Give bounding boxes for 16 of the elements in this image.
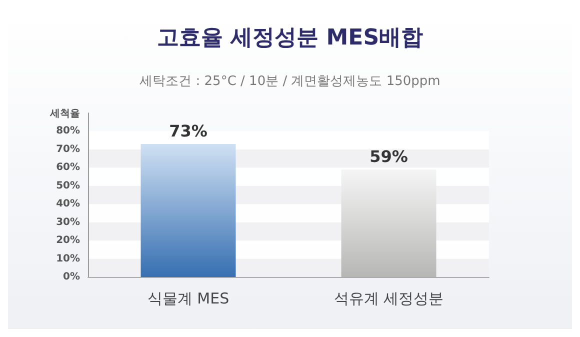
y-tick-label: 70% (56, 144, 80, 155)
x-tick-label: 석유계 세정성분 (334, 290, 444, 308)
y-tick-label: 30% (56, 216, 80, 228)
y-tick-label: 40% (56, 198, 80, 210)
y-tick-label: 10% (56, 253, 80, 264)
data-label: 59% (370, 146, 408, 166)
chart-subtitle: 세탁조건 : 25°C / 10분 / 계면활성제농도 150ppm (140, 74, 440, 89)
y-tick-label: 60% (56, 162, 80, 174)
y-axis-title: 세척율 (49, 108, 80, 120)
y-tick-label: 20% (56, 235, 80, 246)
y-tick-label: 50% (56, 180, 80, 192)
y-tick-label: 0% (63, 272, 80, 282)
x-tick-label: 식물계 MES (147, 290, 230, 308)
y-tick-label: 80% (56, 126, 80, 137)
chart-title: 고효율 세정성분 MES배합 (156, 26, 424, 50)
data-label: 73% (169, 121, 208, 140)
